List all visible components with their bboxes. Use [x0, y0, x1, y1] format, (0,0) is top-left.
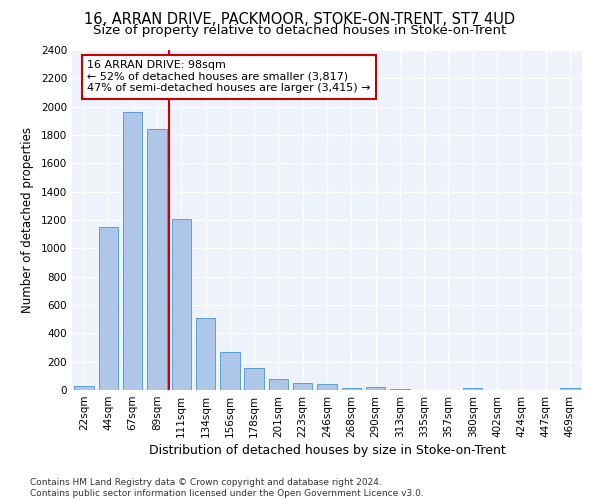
X-axis label: Distribution of detached houses by size in Stoke-on-Trent: Distribution of detached houses by size … — [149, 444, 505, 457]
Bar — [196, 318, 215, 390]
Bar — [390, 388, 410, 390]
Bar — [317, 384, 337, 390]
Bar — [123, 112, 142, 390]
Text: 16 ARRAN DRIVE: 98sqm
← 52% of detached houses are smaller (3,817)
47% of semi-d: 16 ARRAN DRIVE: 98sqm ← 52% of detached … — [88, 60, 371, 94]
Bar — [366, 387, 385, 390]
Bar — [269, 378, 288, 390]
Text: Contains HM Land Registry data © Crown copyright and database right 2024.
Contai: Contains HM Land Registry data © Crown c… — [30, 478, 424, 498]
Bar — [220, 352, 239, 390]
Bar — [147, 130, 167, 390]
Bar — [293, 383, 313, 390]
Text: Size of property relative to detached houses in Stoke-on-Trent: Size of property relative to detached ho… — [94, 24, 506, 37]
Y-axis label: Number of detached properties: Number of detached properties — [21, 127, 34, 313]
Bar — [560, 388, 580, 390]
Bar — [172, 218, 191, 390]
Bar — [74, 386, 94, 390]
Bar — [463, 388, 482, 390]
Bar — [244, 368, 264, 390]
Text: 16, ARRAN DRIVE, PACKMOOR, STOKE-ON-TRENT, ST7 4UD: 16, ARRAN DRIVE, PACKMOOR, STOKE-ON-TREN… — [85, 12, 515, 28]
Bar — [341, 388, 361, 390]
Bar — [99, 227, 118, 390]
